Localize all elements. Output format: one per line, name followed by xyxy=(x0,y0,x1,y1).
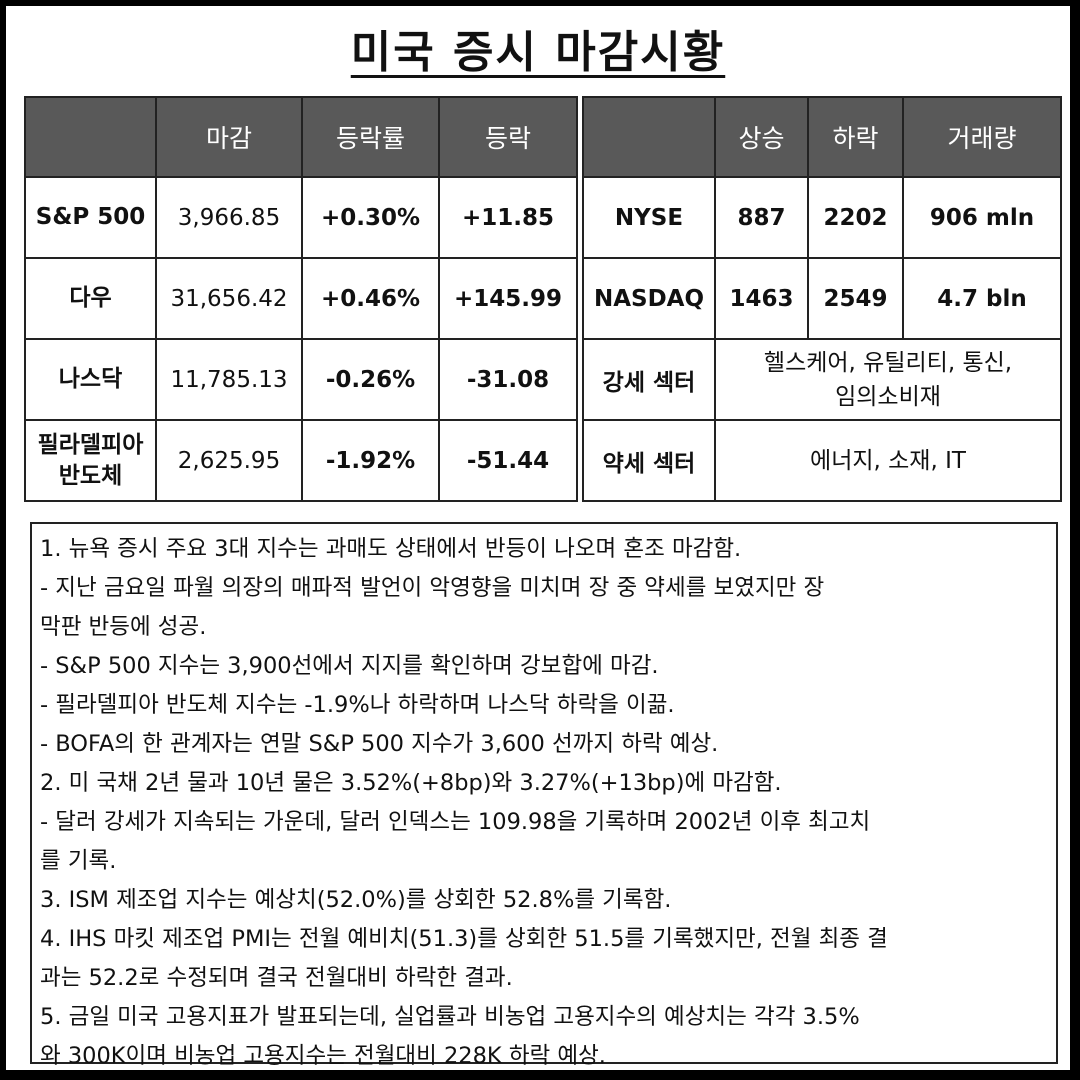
weak-sector-row: 약세 섹터 에너지, 소재, IT xyxy=(582,419,1062,502)
page: 미국 증시 마감시황 마감 등락률 등락 S&P 500 3,966.85 +0… xyxy=(6,6,1070,1070)
header-blank xyxy=(24,96,157,178)
table-row: 나스닥 11,785.13 -0.26% -31.08 xyxy=(24,338,578,421)
advancers: 1463 xyxy=(714,257,809,340)
index-close: 2,625.95 xyxy=(155,419,303,502)
strong-sector-value: 헬스케어, 유틸리티, 통신, 임의소비재 xyxy=(714,338,1062,421)
note-line: - BOFA의 한 관계자는 연말 S&P 500 지수가 3,600 선까지 … xyxy=(40,731,719,757)
note-line: 1. 뉴욕 증시 주요 3대 지수는 과매도 상태에서 반등이 나오며 혼조 마… xyxy=(40,536,742,562)
index-pct: -0.26% xyxy=(301,338,440,421)
weak-sector-value: 에너지, 소재, IT xyxy=(714,419,1062,502)
index-name-line1: 필라델피아 xyxy=(37,431,144,458)
note-line: 2. 미 국채 2년 물과 10년 물은 3.52%(+8bp)와 3.27%(… xyxy=(40,770,782,796)
header-close: 마감 xyxy=(155,96,303,178)
index-pct: +0.46% xyxy=(301,257,440,340)
note-line: - 지난 금요일 파월 의장의 매파적 발언이 악영향을 미치며 장 중 약세를… xyxy=(40,575,825,601)
index-close: 31,656.42 xyxy=(155,257,303,340)
exchange-name: NYSE xyxy=(582,176,716,259)
index-table-header: 마감 등락률 등락 xyxy=(24,96,578,178)
index-pct: -1.92% xyxy=(301,419,440,502)
advancers: 887 xyxy=(714,176,809,259)
index-chg: -31.08 xyxy=(438,338,578,421)
table-row: NASDAQ 1463 2549 4.7 bln xyxy=(582,257,1062,340)
breadth-table: 상승 하락 거래량 NYSE 887 2202 906 mln NASDAQ 1… xyxy=(582,96,1062,502)
index-table: 마감 등락률 등락 S&P 500 3,966.85 +0.30% +11.85… xyxy=(24,96,578,502)
strong-sector-label: 강세 섹터 xyxy=(582,338,716,421)
note-line: - 필라델피아 반도체 지수는 -1.9%나 하락하며 나스닥 하락을 이끎. xyxy=(40,692,675,718)
index-name: 필라델피아 반도체 xyxy=(24,419,157,502)
index-name: S&P 500 xyxy=(24,176,157,259)
market-notes: 1. 뉴욕 증시 주요 3대 지수는 과매도 상태에서 반등이 나오며 혼조 마… xyxy=(30,522,1058,1069)
note-line: 3. ISM 제조업 지수는 예상치(52.0%)를 상회한 52.8%를 기록… xyxy=(40,887,672,913)
index-name-line2: 반도체 xyxy=(58,462,123,489)
note-line: - S&P 500 지수는 3,900선에서 지지를 확인하며 강보합에 마감. xyxy=(40,653,659,679)
header-pct: 등락률 xyxy=(301,96,440,178)
table-row: 다우 31,656.42 +0.46% +145.99 xyxy=(24,257,578,340)
note-line: 4. IHS 마킷 제조업 PMI는 전월 예비치(51.3)를 상회한 51.… xyxy=(40,926,888,952)
strong-sector-line1: 헬스케어, 유틸리티, 통신, xyxy=(763,349,1013,376)
index-chg: -51.44 xyxy=(438,419,578,502)
note-line: 막판 반등에 성공. xyxy=(40,614,207,640)
index-close: 11,785.13 xyxy=(155,338,303,421)
table-row: 필라델피아 반도체 2,625.95 -1.92% -51.44 xyxy=(24,419,578,502)
index-name: 다우 xyxy=(24,257,157,340)
index-chg: +11.85 xyxy=(438,176,578,259)
table-row: S&P 500 3,966.85 +0.30% +11.85 xyxy=(24,176,578,259)
note-line: 를 기록. xyxy=(40,848,117,874)
note-line: 과는 52.2로 수정되며 결국 전월대비 하락한 결과. xyxy=(40,965,513,991)
index-close: 3,966.85 xyxy=(155,176,303,259)
strong-sector-line2: 임의소비재 xyxy=(835,383,941,410)
header-down: 하락 xyxy=(807,96,904,178)
exchange-name: NASDAQ xyxy=(582,257,716,340)
header-up: 상승 xyxy=(714,96,809,178)
breadth-table-header: 상승 하락 거래량 xyxy=(582,96,1062,178)
title-text: 미국 증시 마감시황 xyxy=(350,27,726,78)
header-chg: 등락 xyxy=(438,96,578,178)
index-chg: +145.99 xyxy=(438,257,578,340)
header-blank xyxy=(582,96,716,178)
table-row: NYSE 887 2202 906 mln xyxy=(582,176,1062,259)
volume: 906 mln xyxy=(902,176,1062,259)
page-title: 미국 증시 마감시황 xyxy=(6,16,1070,80)
header-volume: 거래량 xyxy=(902,96,1062,178)
note-line: - 달러 강세가 지속되는 가운데, 달러 인덱스는 109.98을 기록하며 … xyxy=(40,809,871,835)
index-pct: +0.30% xyxy=(301,176,440,259)
note-line: 와 300K이며 비농업 고용지수는 전월대비 228K 하락 예상. xyxy=(40,1043,606,1069)
index-name: 나스닥 xyxy=(24,338,157,421)
strong-sector-row: 강세 섹터 헬스케어, 유틸리티, 통신, 임의소비재 xyxy=(582,338,1062,421)
note-line: 5. 금일 미국 고용지표가 발표되는데, 실업률과 비농업 고용지수의 예상치… xyxy=(40,1004,860,1030)
decliners: 2202 xyxy=(807,176,904,259)
weak-sector-label: 약세 섹터 xyxy=(582,419,716,502)
volume: 4.7 bln xyxy=(902,257,1062,340)
decliners: 2549 xyxy=(807,257,904,340)
